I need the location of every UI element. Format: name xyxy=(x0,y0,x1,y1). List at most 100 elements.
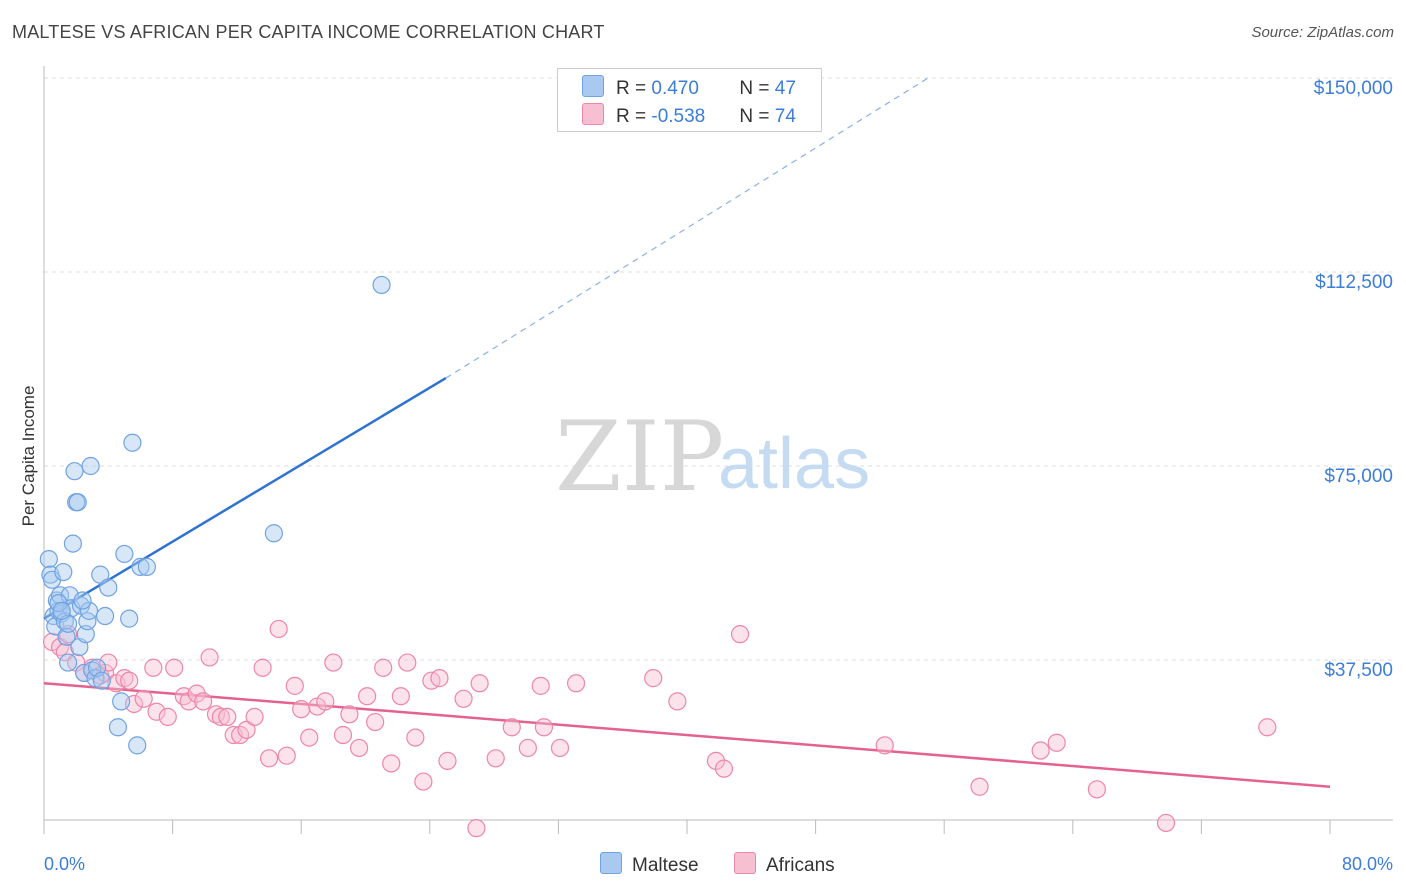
legend-row-africans: R = -0.538 N = 74 xyxy=(582,103,796,128)
legend-r-value: -0.538 xyxy=(651,106,706,127)
bottom-legend-africans: Africans xyxy=(734,852,835,877)
point-africans-18 xyxy=(165,658,184,677)
point-maltese-24 xyxy=(79,601,99,620)
point-maltese-9 xyxy=(54,562,73,582)
point-maltese-33 xyxy=(112,692,131,711)
trend-line-africans xyxy=(43,682,1331,788)
point-maltese-18 xyxy=(68,493,87,512)
y-tick-label-0: $37,500 xyxy=(1324,660,1393,681)
point-africans-29 xyxy=(237,720,256,739)
point-africans-22 xyxy=(194,692,213,711)
point-africans-55 xyxy=(454,689,473,708)
point-africans-32 xyxy=(259,749,279,768)
point-africans-37 xyxy=(300,728,319,747)
point-africans-14 xyxy=(134,689,153,708)
point-maltese-44 xyxy=(73,591,92,610)
y-axis-label: Per Capita Income xyxy=(19,386,38,527)
point-maltese-41 xyxy=(372,275,391,295)
legend: R = 0.470 N = 47 R = -0.538 N = 74 xyxy=(557,68,822,132)
legend-r-value: 0.470 xyxy=(651,78,699,99)
point-africans-57 xyxy=(470,674,489,693)
point-africans-64 xyxy=(566,674,586,693)
point-africans-39 xyxy=(316,692,335,711)
point-maltese-40 xyxy=(264,524,283,543)
watermark: ZIP atlas xyxy=(555,401,870,513)
point-maltese-34 xyxy=(115,544,134,564)
point-africans-11 xyxy=(115,669,134,688)
legend-n-label: N = xyxy=(739,78,775,99)
legend-n-value: 74 xyxy=(774,106,796,127)
point-maltese-30 xyxy=(92,671,111,690)
point-africans-76 xyxy=(1258,718,1277,737)
chart-source: Source: ZipAtlas.com xyxy=(1251,24,1394,41)
point-africans-56 xyxy=(467,819,486,838)
point-maltese-39 xyxy=(137,557,156,576)
point-africans-16 xyxy=(147,702,166,721)
point-africans-54 xyxy=(438,751,457,770)
point-africans-59 xyxy=(502,718,521,737)
point-africans-66 xyxy=(668,692,687,711)
point-africans-49 xyxy=(398,653,417,672)
bottom-legend-label-maltese: Maltese xyxy=(632,855,699,876)
axes xyxy=(43,66,1393,834)
bottom-legend-swatch-africans xyxy=(734,852,756,874)
point-africans-73 xyxy=(1047,733,1066,752)
point-africans-15 xyxy=(144,658,163,677)
x-tick-label-1: 80.0% xyxy=(1342,854,1393,874)
point-africans-74 xyxy=(1087,780,1107,799)
data-points xyxy=(39,275,1277,838)
legend-swatch-africans xyxy=(582,103,604,125)
point-africans-51 xyxy=(414,772,433,791)
x-tick-labels: 0.0% 80.0% xyxy=(44,854,1393,874)
point-africans-44 xyxy=(358,687,377,706)
watermark-zip: ZIP xyxy=(555,401,724,513)
legend-row-maltese: R = 0.470 N = 47 xyxy=(582,75,796,100)
x-tick-label-0: 0.0% xyxy=(44,854,85,874)
y-tick-label-2: $112,500 xyxy=(1315,272,1393,293)
trend-lines xyxy=(43,77,1331,788)
point-africans-33 xyxy=(269,619,288,639)
point-africans-70 xyxy=(875,736,894,755)
grid-lines xyxy=(44,77,1393,661)
point-africans-25 xyxy=(211,707,230,727)
point-africans-48 xyxy=(391,687,410,706)
point-africans-36 xyxy=(292,700,311,719)
point-africans-9 xyxy=(99,653,118,672)
legend-n-label: N = xyxy=(739,106,775,127)
point-africans-46 xyxy=(374,658,393,677)
point-africans-23 xyxy=(200,648,219,667)
point-africans-24 xyxy=(206,705,226,724)
point-africans-34 xyxy=(277,746,296,765)
point-africans-12 xyxy=(120,671,139,690)
watermark-atlas: atlas xyxy=(718,424,870,504)
legend-r-label: R = xyxy=(616,78,652,99)
point-maltese-38 xyxy=(131,557,150,576)
y-tick-labels: $37,500 $75,000 $112,500 $150,000 xyxy=(1314,78,1393,681)
point-maltese-36 xyxy=(123,433,142,452)
point-maltese-25 xyxy=(81,456,100,476)
point-africans-50 xyxy=(406,728,425,747)
point-africans-58 xyxy=(486,749,505,768)
y-tick-label-3: $150,000 xyxy=(1314,78,1393,99)
point-africans-35 xyxy=(285,676,304,695)
point-africans-62 xyxy=(534,718,554,737)
point-africans-75 xyxy=(1156,813,1176,833)
point-maltese-0 xyxy=(39,550,58,569)
point-africans-26 xyxy=(218,707,237,727)
point-maltese-31 xyxy=(99,578,118,597)
point-maltese-12 xyxy=(59,653,78,672)
legend-r-label: R = xyxy=(616,106,652,127)
point-africans-42 xyxy=(340,705,359,724)
point-africans-2 xyxy=(55,643,74,662)
point-africans-40 xyxy=(324,653,343,672)
point-maltese-15 xyxy=(63,534,83,553)
point-africans-1 xyxy=(50,637,70,657)
point-maltese-45 xyxy=(52,601,71,620)
point-africans-60 xyxy=(518,738,537,758)
point-maltese-46 xyxy=(95,606,115,626)
point-maltese-35 xyxy=(120,609,139,628)
bottom-legend-maltese: Maltese xyxy=(600,852,699,877)
point-africans-68 xyxy=(714,759,734,778)
point-africans-65 xyxy=(644,669,663,688)
